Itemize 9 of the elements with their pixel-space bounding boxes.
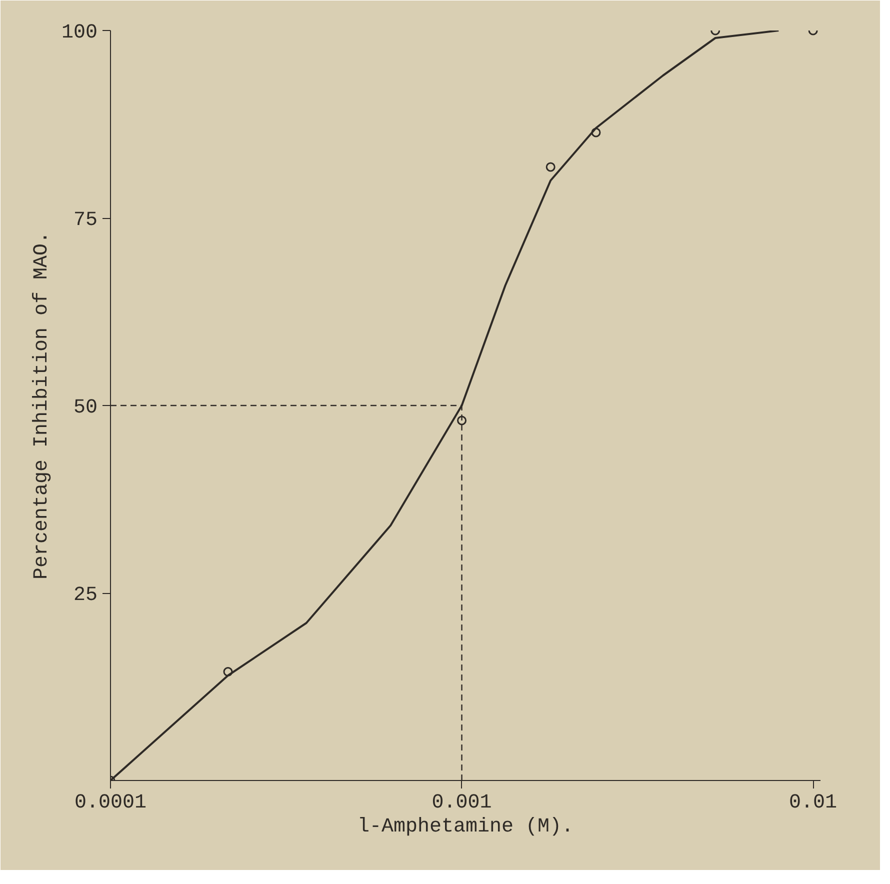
x-tick-label: 0.01	[789, 792, 838, 814]
y-axis-title: Percentage Inhibition of MAO.	[30, 231, 54, 580]
x-axis-title: l-Amphetamine (M).	[357, 816, 574, 838]
y-tick-label: 75	[73, 209, 98, 232]
x-tick-label: 0.001	[432, 792, 492, 814]
y-tick-label: 50	[73, 396, 98, 420]
y-tick-label: 25	[73, 584, 98, 607]
y-tick-label: 100	[61, 22, 98, 44]
x-tick-label: 0.0001	[74, 792, 147, 814]
